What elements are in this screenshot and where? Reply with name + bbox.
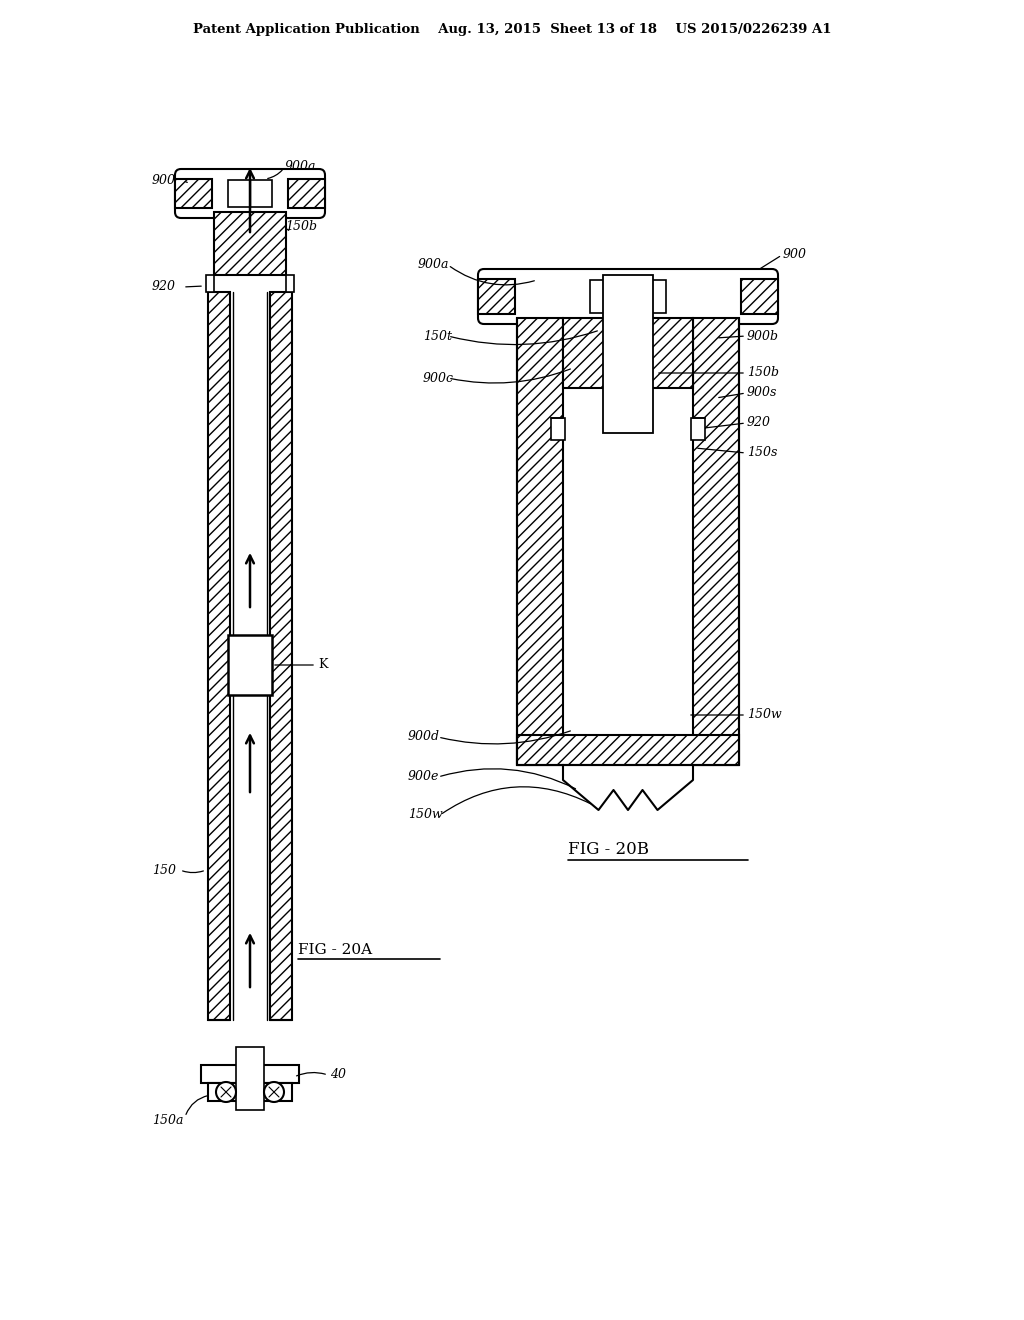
Bar [208, 1082, 292, 1101]
Bar [563, 388, 693, 735]
Text: FIG - 20A: FIG - 20A [298, 942, 372, 957]
Bar [551, 418, 565, 440]
Bar [741, 279, 778, 314]
Bar [691, 418, 705, 440]
Bar [201, 1065, 299, 1082]
Text: 900b: 900b [746, 330, 779, 342]
Text: 150t: 150t [423, 330, 452, 342]
Bar [228, 180, 272, 207]
Bar [693, 318, 739, 766]
Text: 900c: 900c [423, 371, 454, 384]
Bar [563, 318, 693, 388]
Bar [175, 180, 212, 209]
Text: 150w: 150w [408, 808, 442, 821]
Text: 150a: 150a [152, 1114, 183, 1126]
Text: 150b: 150b [285, 220, 317, 234]
Text: 40: 40 [330, 1068, 346, 1081]
Bar [270, 292, 292, 1020]
Text: Patent Application Publication    Aug. 13, 2015  Sheet 13 of 18    US 2015/02262: Patent Application Publication Aug. 13, … [193, 22, 831, 36]
Bar [563, 418, 693, 735]
Text: 900e: 900e [408, 771, 439, 784]
Bar [288, 180, 325, 209]
Bar [478, 279, 515, 314]
Text: 900a: 900a [285, 161, 316, 173]
Text: 150w: 150w [746, 709, 781, 722]
Text: 900d: 900d [408, 730, 440, 743]
Bar [590, 280, 624, 313]
Bar [236, 1047, 264, 1110]
Text: 150b: 150b [746, 367, 779, 380]
Bar [632, 280, 666, 313]
Bar [214, 213, 286, 275]
Circle shape [264, 1082, 284, 1102]
Bar [233, 292, 267, 1020]
Text: K: K [318, 659, 328, 672]
Text: 900: 900 [783, 248, 807, 261]
Bar [208, 292, 230, 1020]
FancyBboxPatch shape [175, 169, 325, 218]
Bar [206, 275, 214, 292]
FancyBboxPatch shape [478, 269, 778, 323]
Text: 150: 150 [152, 863, 176, 876]
Text: FIG - 20B: FIG - 20B [568, 842, 649, 858]
Text: 900s: 900s [746, 387, 777, 400]
Text: 920: 920 [152, 281, 176, 293]
Bar [286, 275, 294, 292]
Text: 920: 920 [746, 417, 771, 429]
Circle shape [216, 1082, 236, 1102]
Bar [517, 318, 563, 766]
Text: 900: 900 [152, 173, 176, 186]
Text: 900a: 900a [418, 259, 450, 272]
Bar [517, 735, 739, 766]
Text: 150s: 150s [746, 446, 777, 459]
Bar [228, 635, 272, 696]
Bar [603, 275, 653, 433]
